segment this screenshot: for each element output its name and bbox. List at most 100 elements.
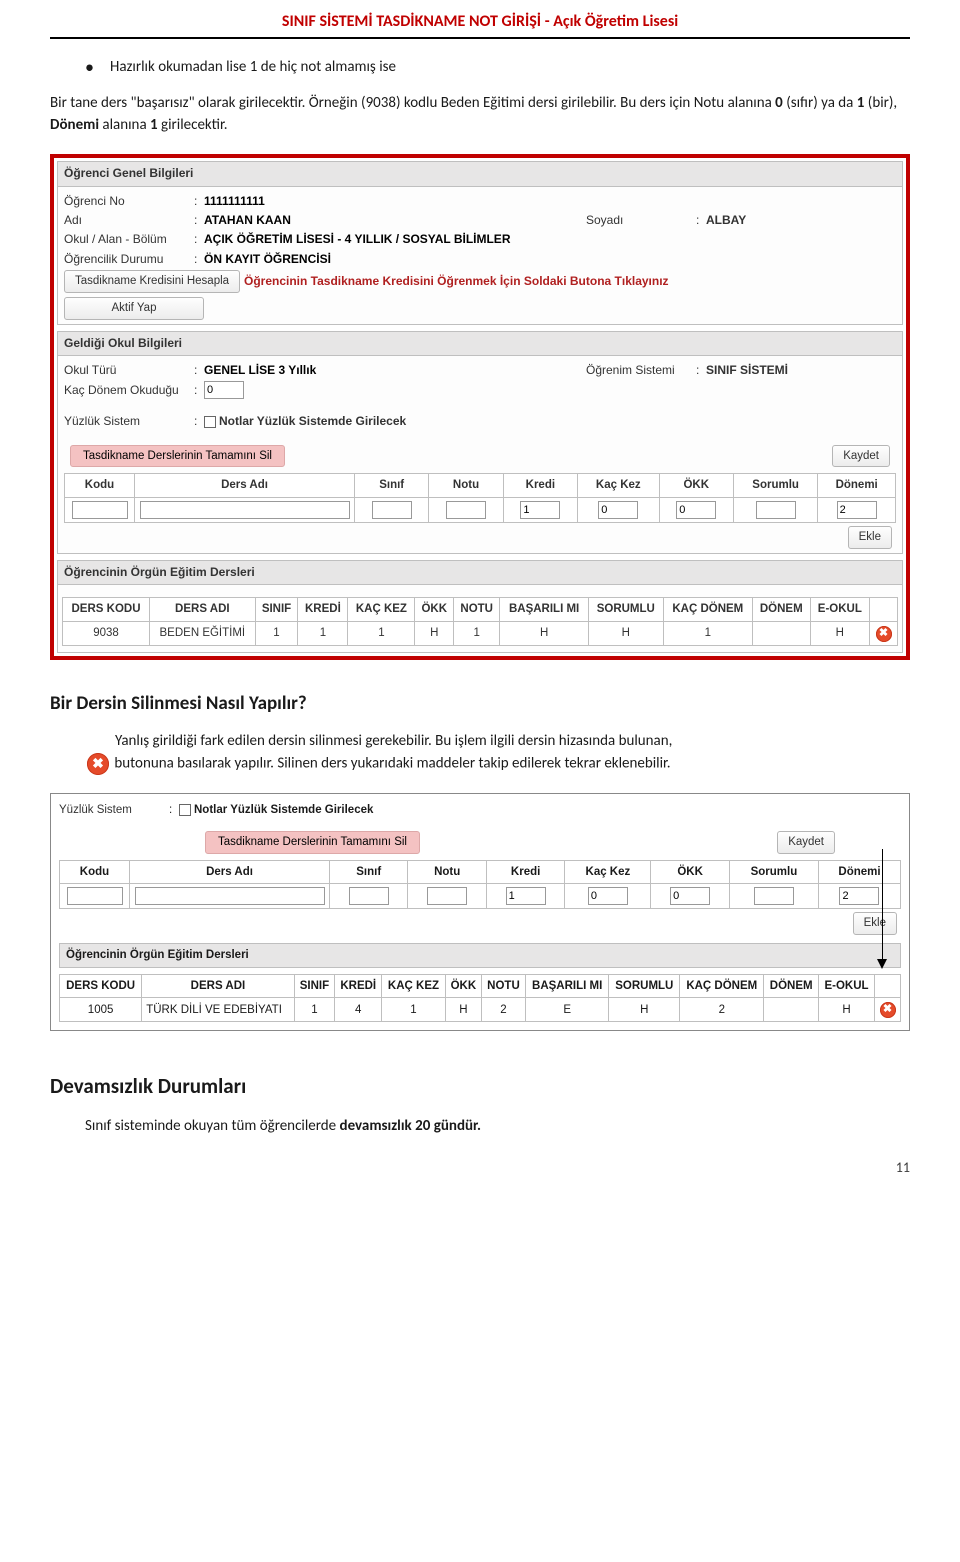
lbl-tur: Okul Türü (64, 362, 194, 379)
chk-yuzluk[interactable] (204, 416, 216, 428)
ss2-delete-icon[interactable]: ✖ (880, 1002, 896, 1018)
lbl-sistem: Öğrenim Sistemi (586, 362, 696, 379)
val-sistem: SINIF SİSTEMİ (706, 362, 896, 379)
section3-heading: Devamsızlık Durumları (50, 1071, 910, 1101)
th2-basarili: BAŞARILI MI (500, 598, 588, 622)
lbl-durum: Öğrencilik Durumu (64, 251, 194, 268)
lbl-okul: Okul / Alan - Bölüm (64, 231, 194, 248)
ss2-th2-kacdonem: KAÇ DÖNEM (680, 974, 764, 998)
inp-donemi[interactable] (837, 501, 877, 519)
ss2-inp-dersadi[interactable] (135, 887, 325, 905)
ss2-th-sinif: Sınıf (330, 860, 408, 884)
inp-dersadi[interactable] (140, 501, 350, 519)
inp-kodu[interactable] (72, 501, 128, 519)
td2-kacdonem: 1 (663, 621, 752, 645)
lbl-soyadi: Soyadı (586, 212, 696, 229)
ss2-chk-yuzluk-label: Notlar Yüzlük Sistemde Girilecek (194, 804, 373, 816)
delete-icon[interactable]: ✖ (876, 626, 892, 642)
page-number: 11 (50, 1158, 910, 1178)
sec2-p1b: butonuna basılarak yapılır. Silinen ders… (114, 755, 670, 773)
inp-sorumlu[interactable] (756, 501, 796, 519)
panel-orgun: Öğrencinin Örgün Eğitim Dersleri (57, 560, 903, 585)
inp-okk[interactable] (676, 501, 716, 519)
ss2-inp-kackez[interactable] (588, 887, 628, 905)
ss2-td2-eokul: H (818, 998, 874, 1022)
ss2-th-okk: ÖKK (651, 860, 729, 884)
para1b-one: 1 (150, 116, 158, 134)
ss2-inp-sorumlu[interactable] (754, 887, 794, 905)
val-soyadi: ALBAY (706, 212, 896, 229)
sec3-p1b: devamsızlık 20 gündür. (340, 1117, 482, 1135)
lbl-donem: Kaç Dönem Okuduğu (64, 382, 194, 399)
th-kredi: Kredi (503, 474, 577, 498)
th2-sorumlu: SORUMLU (588, 598, 663, 622)
ss2-inp-donemi[interactable] (839, 887, 879, 905)
para1b-donemi: Dönemi (50, 116, 99, 134)
para1b-end: girilecektir. (161, 116, 228, 134)
btn-tumu-sil[interactable]: Tasdikname Derslerinin Tamamını Sil (70, 445, 285, 468)
ss2-tbl-orgun: DERS KODU DERS ADI SINIF KREDİ KAÇ KEZ Ö… (59, 974, 901, 1023)
th2-okk: ÖKK (415, 598, 454, 622)
th2-dersadi: DERS ADI (150, 598, 256, 622)
val-okul: AÇIK ÖĞRETİM LİSESİ - 4 YILLIK / SOSYAL … (204, 231, 896, 248)
ss2-th-sorumlu: Sorumlu (729, 860, 818, 884)
ss2-th2-del (875, 974, 901, 998)
ss2-btn-kaydet[interactable]: Kaydet (777, 831, 835, 854)
inp-donem[interactable] (204, 381, 244, 399)
ss2-chk-yuzluk[interactable] (179, 804, 191, 816)
btn-aktif-yap[interactable]: Aktif Yap (64, 297, 204, 320)
th2-kredi: KREDİ (298, 598, 348, 622)
ss2-th2-donem: DÖNEM (764, 974, 819, 998)
inp-kackez[interactable] (598, 501, 638, 519)
td2-kredi: 1 (298, 621, 348, 645)
bullet-text: Hazırlık okumadan lise 1 de hiç not alma… (110, 57, 396, 79)
sec2-p1a: Yanlış girildiği fark edilen dersin sili… (115, 732, 672, 750)
para-1: Bir tane ders "başarısız" olarak girilec… (50, 93, 910, 137)
ss2-lbl-yuzluk: Yüzlük Sistem (59, 802, 169, 819)
para1b-sifir: (sıfır) ya da (786, 94, 857, 112)
btn-ekle[interactable]: Ekle (848, 526, 892, 549)
ss2-td2-kacdonem: 2 (680, 998, 764, 1022)
th-kackez: Kaç Kez (578, 474, 660, 498)
delete-icon-inline: ✖ (87, 753, 109, 775)
section2-heading: Bir Dersin Silinmesi Nasıl Yapılır? (50, 690, 910, 718)
ss2-th-kodu: Kodu (60, 860, 130, 884)
para1b-rest: alanına (102, 116, 150, 134)
inp-notu[interactable] (446, 501, 486, 519)
ss2-td2-sorumlu: H (609, 998, 680, 1022)
ss2-td2-dersadi: TÜRK DİLİ VE EDEBİYATI (142, 998, 294, 1022)
ss2-th2-eokul: E-OKUL (818, 974, 874, 998)
th-sinif: Sınıf (355, 474, 429, 498)
para1b-1: 1 (857, 94, 865, 112)
ss2-th-kredi: Kredi (486, 860, 564, 884)
ss2-th2-sorumlu: SORUMLU (609, 974, 680, 998)
ss2-th2-kodu: DERS KODU (60, 974, 142, 998)
chk-yuzluk-label: Notlar Yüzlük Sistemde Girilecek (219, 414, 406, 428)
th2-sinif: SINIF (255, 598, 298, 622)
btn-kaydet[interactable]: Kaydet (832, 445, 890, 468)
screenshot-1: Öğrenci Genel Bilgileri Öğrenci No : 111… (50, 154, 910, 660)
ss2-inp-okk[interactable] (670, 887, 710, 905)
para1a: Bir tane ders "başarısız" olarak girilec… (50, 94, 775, 112)
screenshot-2: Yüzlük Sistem : Notlar Yüzlük Sistemde G… (50, 793, 910, 1031)
ss2-btn-ekle[interactable]: Ekle (853, 912, 897, 935)
arrow-indicator (877, 849, 887, 969)
inp-kredi[interactable] (520, 501, 560, 519)
ss2-td2-basarili: E (525, 998, 609, 1022)
btn-kredi-hesapla[interactable]: Tasdikname Kredisini Hesapla (64, 270, 240, 293)
para1b-bir: (bir), (868, 94, 897, 112)
ss2-td2-kackez: 1 (382, 998, 445, 1022)
kredi-note: Öğrencinin Tasdikname Kredisini Öğrenmek… (244, 273, 669, 290)
inp-sinif[interactable] (372, 501, 412, 519)
val-durum: ÖN KAYIT ÖĞRENCİSİ (204, 251, 896, 268)
td2-kodu: 9038 (63, 621, 150, 645)
ss2-btn-tumu-sil[interactable]: Tasdikname Derslerinin Tamamını Sil (205, 831, 420, 854)
ss2-inp-kredi[interactable] (506, 887, 546, 905)
ss2-inp-notu[interactable] (427, 887, 467, 905)
ss2-inp-kodu[interactable] (67, 887, 123, 905)
sec3-p1a: Sınıf sisteminde okuyan tüm öğrencilerde (85, 1117, 340, 1135)
th-kodu: Kodu (65, 474, 135, 498)
ss2-inp-sinif[interactable] (349, 887, 389, 905)
th-notu: Notu (429, 474, 503, 498)
bullet-icon: • (85, 57, 94, 79)
